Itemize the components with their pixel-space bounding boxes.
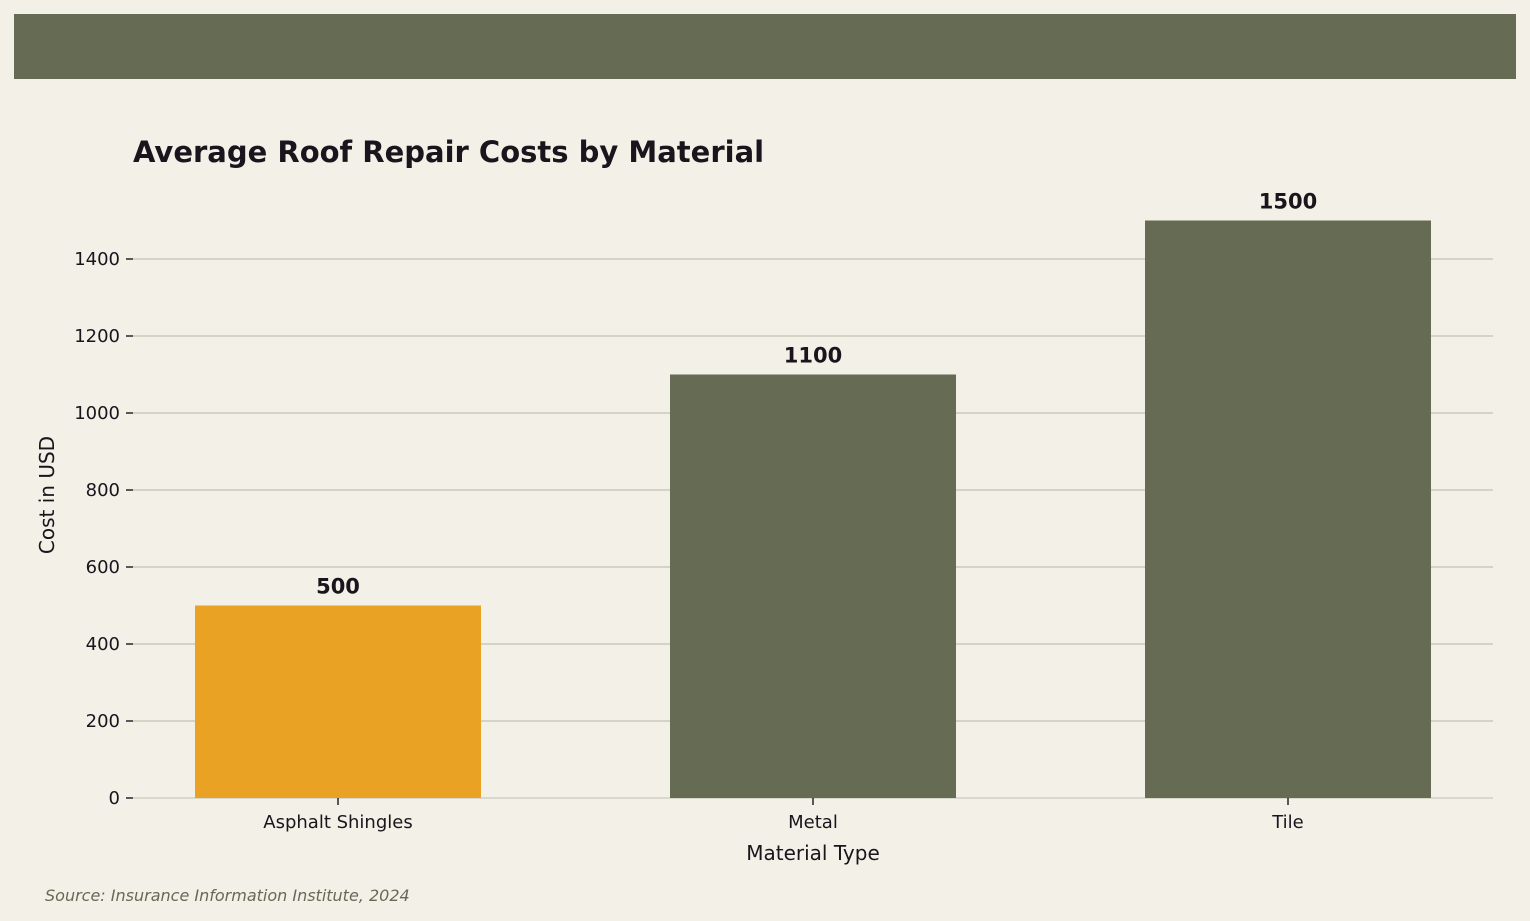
header-band [14, 14, 1516, 79]
bars [195, 220, 1431, 798]
y-tick-label-200: 200 [86, 711, 120, 732]
x-tick-label-tile: Tile [1271, 812, 1304, 833]
data-label-tile: 1500 [1259, 190, 1317, 214]
x-tick-label-asphalt-shingles: Asphalt Shingles [263, 812, 412, 833]
x-tick-label-metal: Metal [788, 812, 838, 833]
data-label-asphalt-shingles: 500 [316, 575, 360, 599]
y-tick-label-400: 400 [86, 634, 120, 655]
bar-asphalt-shingles [195, 605, 481, 798]
y-axis: 0 200 400 600 800 1000 1200 1400 [74, 249, 133, 809]
y-axis-title: Cost in USD [35, 436, 59, 554]
bar-tile [1145, 220, 1431, 798]
y-tick-label-600: 600 [86, 557, 120, 578]
bar-metal [670, 374, 956, 798]
y-tick-label-1200: 1200 [74, 326, 120, 347]
y-tick-label-0: 0 [109, 788, 120, 809]
data-labels: 500 1100 1500 [316, 190, 1317, 599]
source-note: Source: Insurance Information Institute,… [45, 886, 410, 905]
data-label-metal: 1100 [784, 344, 842, 368]
chart-title: Average Roof Repair Costs by Material [133, 135, 764, 169]
x-axis: Asphalt Shingles Metal Tile [263, 798, 1304, 833]
y-tick-label-1000: 1000 [74, 403, 120, 424]
y-tick-label-1400: 1400 [74, 249, 120, 270]
x-axis-title: Material Type [746, 841, 880, 865]
y-tick-label-800: 800 [86, 480, 120, 501]
